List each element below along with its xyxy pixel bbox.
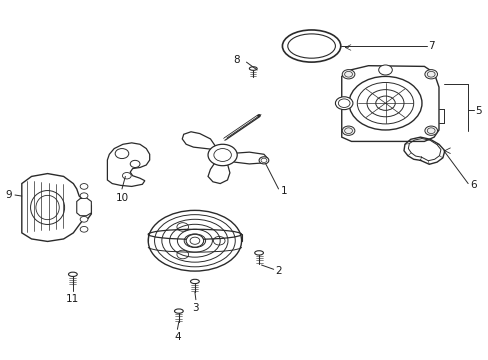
Circle shape xyxy=(80,184,88,189)
Polygon shape xyxy=(107,143,149,186)
Circle shape xyxy=(424,126,437,135)
Polygon shape xyxy=(341,66,438,141)
Text: 2: 2 xyxy=(275,266,282,276)
Circle shape xyxy=(80,216,88,222)
Text: 10: 10 xyxy=(115,193,128,203)
Circle shape xyxy=(342,126,354,135)
Circle shape xyxy=(342,69,354,79)
Polygon shape xyxy=(22,174,91,242)
Text: 5: 5 xyxy=(474,107,481,116)
Circle shape xyxy=(186,234,203,247)
Circle shape xyxy=(207,144,237,166)
Text: 8: 8 xyxy=(233,55,239,65)
Circle shape xyxy=(259,157,268,164)
Polygon shape xyxy=(229,152,267,164)
Text: 9: 9 xyxy=(5,190,12,200)
Text: 4: 4 xyxy=(174,332,181,342)
Text: 6: 6 xyxy=(469,180,476,190)
Text: 3: 3 xyxy=(192,302,199,312)
Text: 11: 11 xyxy=(66,294,80,303)
Circle shape xyxy=(378,65,391,75)
Circle shape xyxy=(80,226,88,232)
Polygon shape xyxy=(182,132,215,150)
Polygon shape xyxy=(77,198,91,216)
Circle shape xyxy=(80,193,88,199)
Circle shape xyxy=(424,69,437,79)
Text: 1: 1 xyxy=(280,186,286,197)
Polygon shape xyxy=(207,162,229,184)
Text: 7: 7 xyxy=(427,41,434,51)
Circle shape xyxy=(335,97,352,110)
